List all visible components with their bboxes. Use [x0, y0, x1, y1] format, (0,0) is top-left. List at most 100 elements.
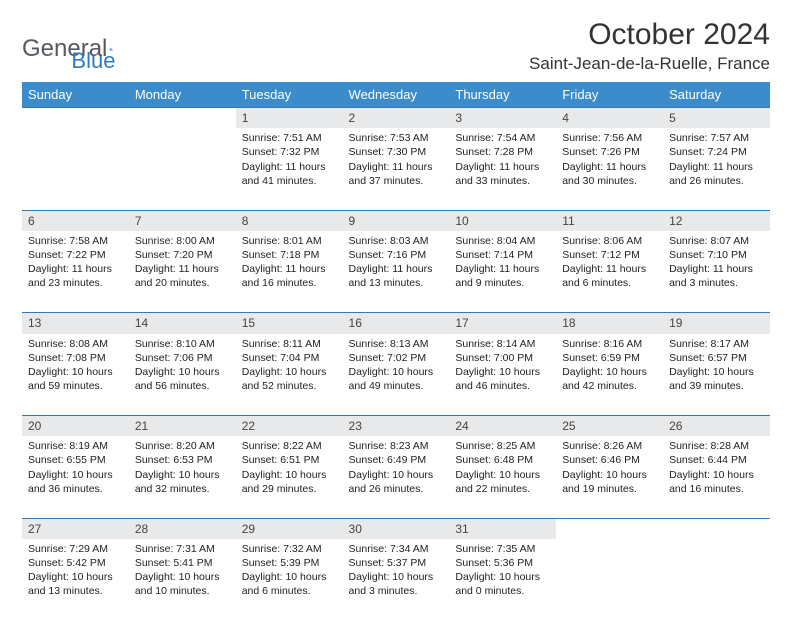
day-number-cell: 24: [449, 416, 556, 437]
sunrise-text: Sunrise: 8:22 AM: [242, 439, 337, 453]
daylight-text: Daylight: 10 hours and 39 minutes.: [669, 365, 764, 393]
daylight-text: Daylight: 11 hours and 41 minutes.: [242, 160, 337, 188]
sunrise-text: Sunrise: 7:51 AM: [242, 131, 337, 145]
daylight-text: Daylight: 10 hours and 19 minutes.: [562, 468, 657, 496]
day-content-cell: Sunrise: 7:54 AMSunset: 7:28 PMDaylight:…: [449, 128, 556, 210]
day-content-row: Sunrise: 7:51 AMSunset: 7:32 PMDaylight:…: [22, 128, 770, 210]
sunset-text: Sunset: 7:22 PM: [28, 248, 123, 262]
day-content-cell: Sunrise: 7:31 AMSunset: 5:41 PMDaylight:…: [129, 539, 236, 621]
day-number-cell: 14: [129, 313, 236, 334]
daylight-text: Daylight: 10 hours and 59 minutes.: [28, 365, 123, 393]
sunset-text: Sunset: 7:28 PM: [455, 145, 550, 159]
sunset-text: Sunset: 7:16 PM: [349, 248, 444, 262]
sunset-text: Sunset: 7:30 PM: [349, 145, 444, 159]
sunrise-text: Sunrise: 8:14 AM: [455, 337, 550, 351]
day-number-cell: 20: [22, 416, 129, 437]
daylight-text: Daylight: 10 hours and 16 minutes.: [669, 468, 764, 496]
sunset-text: Sunset: 7:06 PM: [135, 351, 230, 365]
day-content-cell: Sunrise: 8:26 AMSunset: 6:46 PMDaylight:…: [556, 436, 663, 518]
daylight-text: Daylight: 10 hours and 26 minutes.: [349, 468, 444, 496]
sunrise-text: Sunrise: 8:01 AM: [242, 234, 337, 248]
sunrise-text: Sunrise: 7:35 AM: [455, 542, 550, 556]
day-number-cell: 26: [663, 416, 770, 437]
daylight-text: Daylight: 11 hours and 30 minutes.: [562, 160, 657, 188]
sunset-text: Sunset: 6:46 PM: [562, 453, 657, 467]
sunrise-text: Sunrise: 7:29 AM: [28, 542, 123, 556]
day-number-cell: 8: [236, 210, 343, 231]
day-content-cell: Sunrise: 8:11 AMSunset: 7:04 PMDaylight:…: [236, 334, 343, 416]
daylight-text: Daylight: 10 hours and 22 minutes.: [455, 468, 550, 496]
sunrise-text: Sunrise: 8:04 AM: [455, 234, 550, 248]
daylight-text: Daylight: 10 hours and 10 minutes.: [135, 570, 230, 598]
day-content-row: Sunrise: 8:08 AMSunset: 7:08 PMDaylight:…: [22, 334, 770, 416]
day-number-cell: 3: [449, 108, 556, 129]
sunset-text: Sunset: 5:39 PM: [242, 556, 337, 570]
day-number-cell: 15: [236, 313, 343, 334]
daylight-text: Daylight: 10 hours and 42 minutes.: [562, 365, 657, 393]
sunrise-text: Sunrise: 8:28 AM: [669, 439, 764, 453]
day-number-row: 6789101112: [22, 210, 770, 231]
sunrise-text: Sunrise: 8:07 AM: [669, 234, 764, 248]
logo: General Blue: [22, 18, 115, 74]
day-number-cell: 31: [449, 518, 556, 539]
sunrise-text: Sunrise: 7:53 AM: [349, 131, 444, 145]
day-content-cell: Sunrise: 8:14 AMSunset: 7:00 PMDaylight:…: [449, 334, 556, 416]
day-number-cell: 28: [129, 518, 236, 539]
daylight-text: Daylight: 11 hours and 6 minutes.: [562, 262, 657, 290]
day-content-cell: Sunrise: 7:34 AMSunset: 5:37 PMDaylight:…: [343, 539, 450, 621]
sunset-text: Sunset: 6:53 PM: [135, 453, 230, 467]
day-number-cell: 23: [343, 416, 450, 437]
day-content-cell: Sunrise: 8:28 AMSunset: 6:44 PMDaylight:…: [663, 436, 770, 518]
day-number-cell: 22: [236, 416, 343, 437]
daylight-text: Daylight: 10 hours and 32 minutes.: [135, 468, 230, 496]
sunrise-text: Sunrise: 7:32 AM: [242, 542, 337, 556]
daylight-text: Daylight: 10 hours and 29 minutes.: [242, 468, 337, 496]
sunset-text: Sunset: 7:20 PM: [135, 248, 230, 262]
sunrise-text: Sunrise: 7:34 AM: [349, 542, 444, 556]
daylight-text: Daylight: 10 hours and 56 minutes.: [135, 365, 230, 393]
sunrise-text: Sunrise: 8:13 AM: [349, 337, 444, 351]
day-number-cell: 1: [236, 108, 343, 129]
sunrise-text: Sunrise: 8:20 AM: [135, 439, 230, 453]
sunrise-text: Sunrise: 8:03 AM: [349, 234, 444, 248]
day-content-cell: Sunrise: 7:57 AMSunset: 7:24 PMDaylight:…: [663, 128, 770, 210]
day-content-cell: Sunrise: 7:29 AMSunset: 5:42 PMDaylight:…: [22, 539, 129, 621]
day-content-cell: Sunrise: 8:00 AMSunset: 7:20 PMDaylight:…: [129, 231, 236, 313]
day-number-cell: 17: [449, 313, 556, 334]
day-content-cell: Sunrise: 8:25 AMSunset: 6:48 PMDaylight:…: [449, 436, 556, 518]
sunset-text: Sunset: 7:12 PM: [562, 248, 657, 262]
day-number-cell: 18: [556, 313, 663, 334]
sunrise-text: Sunrise: 7:54 AM: [455, 131, 550, 145]
sunset-text: Sunset: 7:00 PM: [455, 351, 550, 365]
day-content-cell: Sunrise: 8:10 AMSunset: 7:06 PMDaylight:…: [129, 334, 236, 416]
daylight-text: Daylight: 11 hours and 26 minutes.: [669, 160, 764, 188]
day-content-cell: Sunrise: 8:23 AMSunset: 6:49 PMDaylight:…: [343, 436, 450, 518]
day-content-cell: Sunrise: 8:19 AMSunset: 6:55 PMDaylight:…: [22, 436, 129, 518]
daylight-text: Daylight: 11 hours and 13 minutes.: [349, 262, 444, 290]
day-header: Wednesday: [343, 82, 450, 108]
daylight-text: Daylight: 10 hours and 46 minutes.: [455, 365, 550, 393]
day-content-cell: Sunrise: 8:03 AMSunset: 7:16 PMDaylight:…: [343, 231, 450, 313]
sunset-text: Sunset: 6:44 PM: [669, 453, 764, 467]
day-number-cell: 11: [556, 210, 663, 231]
sunset-text: Sunset: 7:08 PM: [28, 351, 123, 365]
day-content-cell: Sunrise: 8:07 AMSunset: 7:10 PMDaylight:…: [663, 231, 770, 313]
sunset-text: Sunset: 7:18 PM: [242, 248, 337, 262]
day-content-cell: Sunrise: 8:17 AMSunset: 6:57 PMDaylight:…: [663, 334, 770, 416]
sunrise-text: Sunrise: 8:11 AM: [242, 337, 337, 351]
day-number-cell: 9: [343, 210, 450, 231]
sunrise-text: Sunrise: 7:56 AM: [562, 131, 657, 145]
sunset-text: Sunset: 6:55 PM: [28, 453, 123, 467]
day-header-row: Sunday Monday Tuesday Wednesday Thursday…: [22, 82, 770, 108]
day-header: Monday: [129, 82, 236, 108]
day-header: Thursday: [449, 82, 556, 108]
sunrise-text: Sunrise: 8:08 AM: [28, 337, 123, 351]
day-content-cell: Sunrise: 8:08 AMSunset: 7:08 PMDaylight:…: [22, 334, 129, 416]
day-number-cell: 4: [556, 108, 663, 129]
day-content-row: Sunrise: 7:29 AMSunset: 5:42 PMDaylight:…: [22, 539, 770, 621]
day-content-cell: Sunrise: 7:35 AMSunset: 5:36 PMDaylight:…: [449, 539, 556, 621]
sunset-text: Sunset: 6:57 PM: [669, 351, 764, 365]
sunrise-text: Sunrise: 8:25 AM: [455, 439, 550, 453]
logo-blue: Blue: [71, 48, 115, 74]
daylight-text: Daylight: 10 hours and 49 minutes.: [349, 365, 444, 393]
